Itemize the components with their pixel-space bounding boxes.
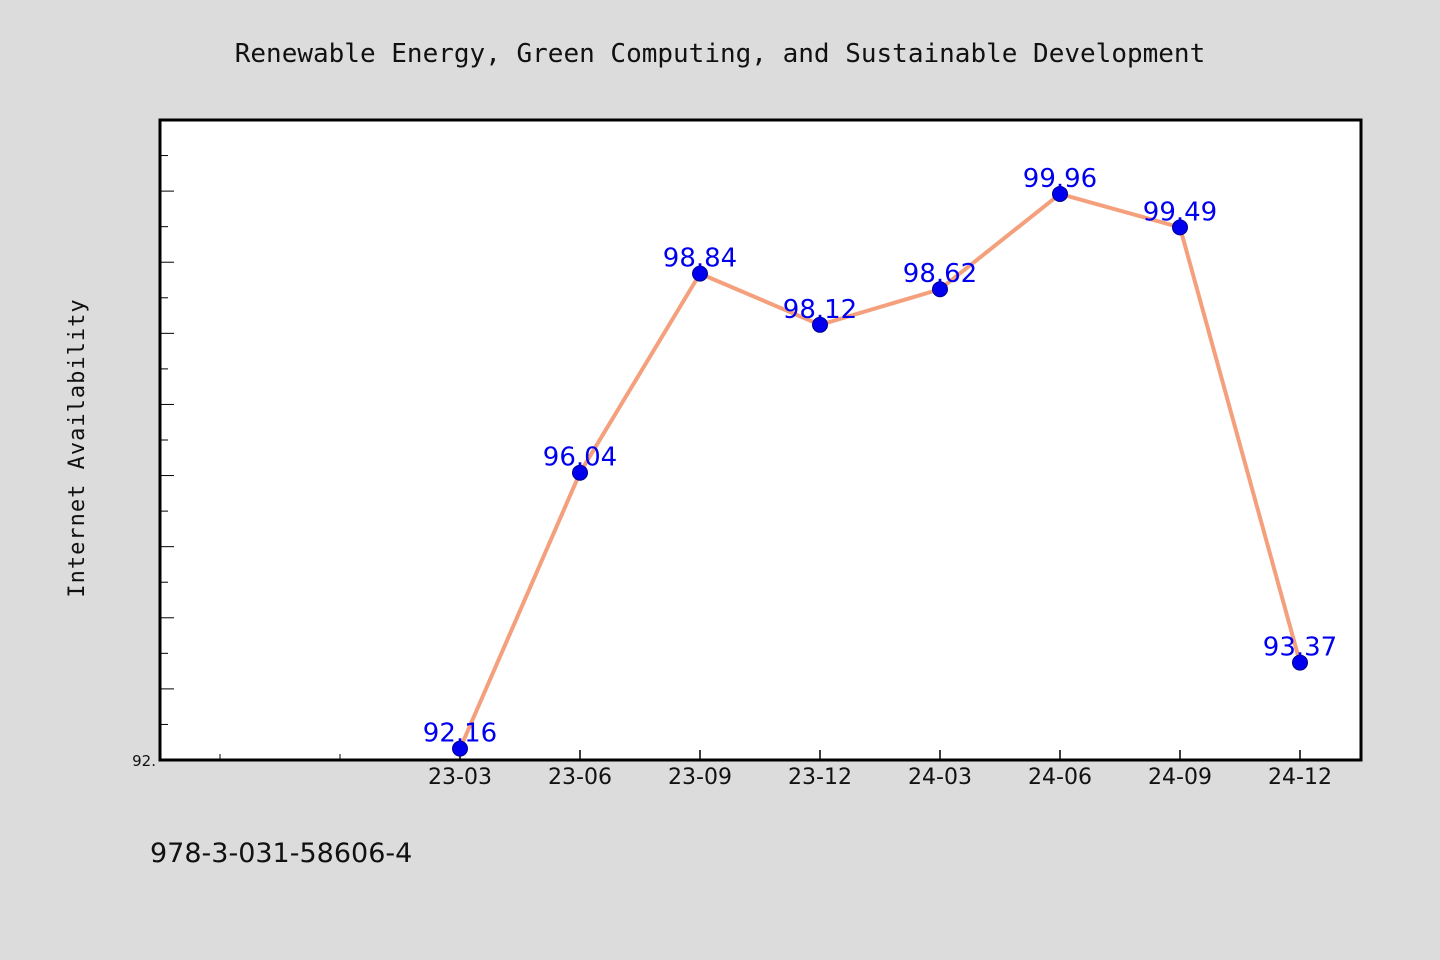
y-axis-label: Internet Availability (65, 298, 90, 597)
x-axis-ticks: 23-03 23-06 23-09 23-12 24-03 24-06 24-09 24-12 (219, 750, 1332, 790)
x-tick-label: 24-12 (1268, 765, 1332, 790)
data-point (932, 281, 948, 298)
x-tick-label: 23-12 (788, 765, 852, 790)
data-point (1052, 185, 1068, 202)
data-label: 98.84 (663, 244, 737, 274)
data-label: 99.96 (1023, 164, 1097, 194)
data-point (692, 265, 708, 282)
data-point (452, 740, 468, 757)
y-axis-ticks (160, 119, 174, 761)
x-tick-label: 23-09 (668, 765, 732, 790)
x-tick-label: 23-06 (548, 765, 612, 790)
data-label: 92.16 (423, 719, 497, 749)
x-tick-label: 23-03 (428, 765, 492, 790)
data-label: 98.12 (783, 295, 857, 325)
data-point (812, 316, 828, 333)
x-tick-label: 24-06 (1028, 765, 1092, 790)
y-tick-label: 92. (132, 752, 156, 770)
plot-area (158, 118, 1363, 762)
x-tick-label: 24-09 (1148, 765, 1212, 790)
x-tick-label: 24-03 (908, 765, 972, 790)
footer-isbn: 978-3-031-58606-4 (150, 838, 412, 869)
data-label: 99.49 (1143, 197, 1217, 227)
data-point (1292, 654, 1308, 671)
data-label: 98.62 (903, 259, 977, 289)
series-group: 92.16 96.04 98.84 98.12 98.62 99.96 99.49 93.37 (423, 164, 1337, 757)
data-point (1172, 219, 1188, 236)
chart-title: Renewable Energy, Green Computing, and S… (235, 39, 1206, 69)
series-line (458, 191, 1302, 750)
data-label: 93.37 (1263, 633, 1337, 663)
data-label: 96.04 (543, 443, 617, 473)
data-point (572, 464, 588, 481)
